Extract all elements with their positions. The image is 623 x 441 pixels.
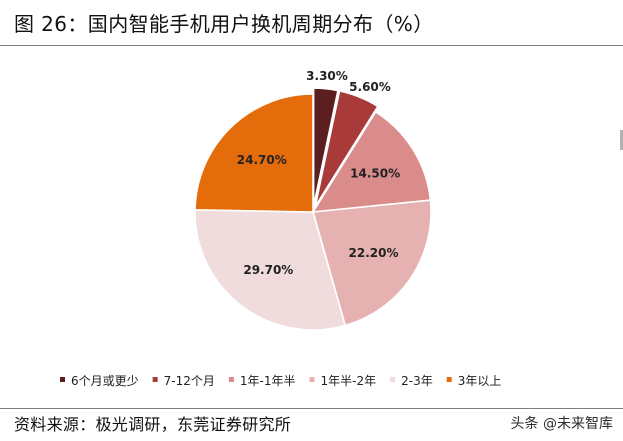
title-divider — [0, 45, 623, 46]
legend-label-7-12mo: 7-12个月 — [164, 374, 215, 388]
data-label-2-3y: 29.70% — [243, 263, 293, 277]
data-label-7-12mo: 5.60% — [349, 80, 391, 94]
pie-slice-2-3y — [194, 208, 347, 331]
legend-label-3y-plus: 3年以上 — [458, 374, 502, 388]
data-label-1.5y-2y: 22.20% — [349, 246, 399, 260]
source-note: 资料来源：极光调研，东莞证券研究所 — [14, 415, 292, 434]
legend-swatch-2-3y — [390, 377, 396, 382]
pie-slice-1y-1.5y — [311, 110, 432, 213]
data-label-3y-plus: 24.70% — [237, 153, 287, 167]
pie-slice-6mo-or-less — [312, 87, 339, 207]
pie-slices — [194, 87, 432, 331]
pie-slice-1.5y-2y — [311, 199, 432, 327]
legend-swatch-3y-plus — [446, 377, 452, 382]
legend-swatch-1y-1.5y — [228, 377, 234, 382]
data-label-1y-1.5y: 14.50% — [350, 166, 400, 180]
legend-label-6mo-or-less: 6个月或更少 — [71, 374, 139, 388]
data-label-6mo-or-less: 3.30% — [306, 69, 348, 83]
pie-slice-7-12mo — [314, 90, 379, 207]
legend-swatch-7-12mo — [152, 377, 158, 382]
pie-labels: 3.30%5.60% 14.50% 22.20% 29.70% 24.70% — [237, 69, 400, 277]
legend-label-2-3y: 2-3年 — [401, 374, 433, 388]
pie-slice-3y-plus — [194, 93, 314, 213]
figure-title: 图 26：国内智能手机用户换机周期分布（%） — [14, 12, 434, 36]
legend-label-1.5y-2y: 1年半-2年 — [321, 374, 377, 388]
legend-label-1y-1.5y: 1年-1年半 — [240, 374, 296, 388]
legend-swatch-1.5y-2y — [309, 377, 315, 382]
source-divider — [0, 408, 623, 409]
legend: 6个月或更少 7-12个月 1年-1年半 1年半-2年 2-3年 3年以上 — [60, 374, 501, 388]
watermark: 头条 @未来智库 — [510, 416, 613, 432]
page-edge-mark — [620, 130, 623, 150]
legend-swatch-6mo-or-less — [60, 377, 65, 382]
